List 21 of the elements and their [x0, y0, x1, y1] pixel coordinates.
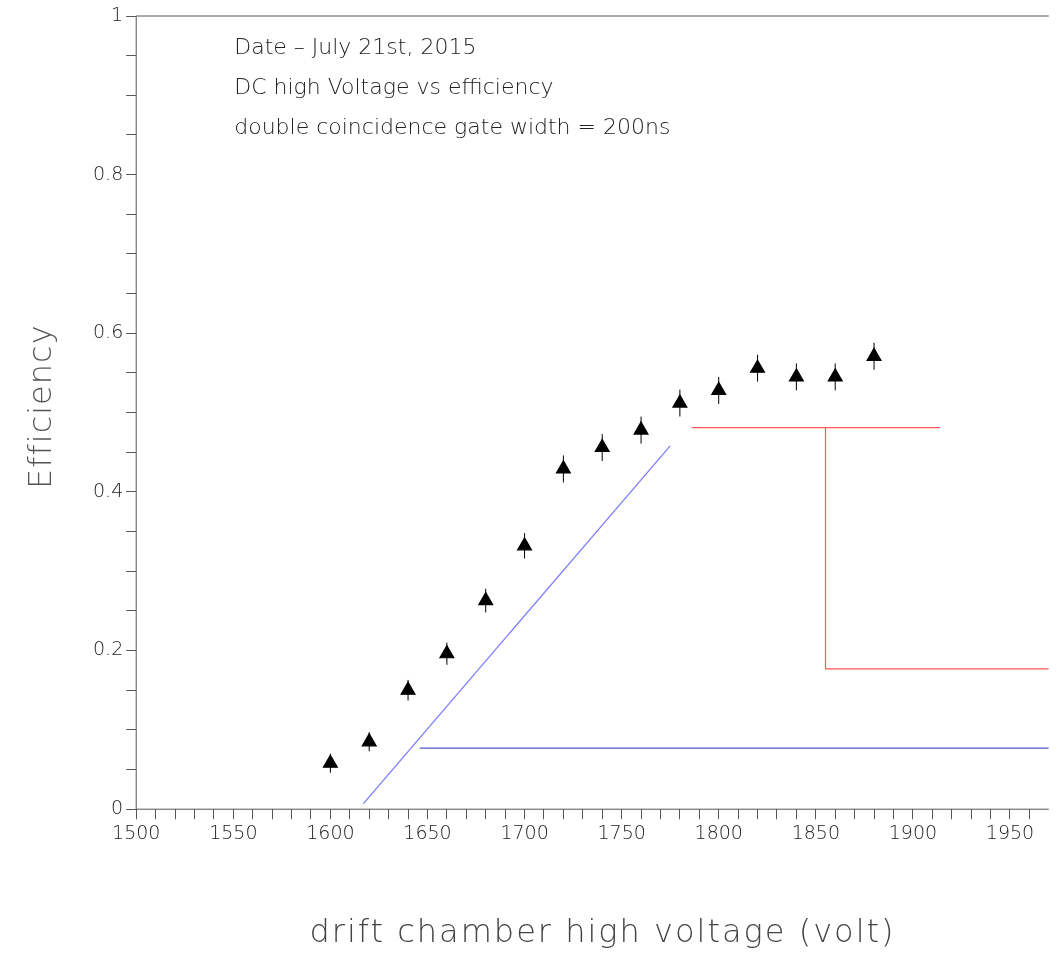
x-tick-label: 1750	[597, 820, 646, 843]
x-tick-label: 1850	[791, 820, 840, 843]
y-tick-label: 0.6	[93, 320, 124, 343]
x-tick-label: 1500	[112, 820, 161, 843]
x-axis-title: drift chamber high voltage (volt)	[308, 912, 897, 950]
annotation: DC high Voltage vs efficiency	[234, 73, 554, 99]
y-axis-title: Efficiency	[21, 324, 59, 489]
y-tick-label: 1	[111, 2, 124, 25]
annotation: double coincidence gate width = 200ns	[234, 113, 671, 139]
x-tick-label: 1900	[888, 820, 938, 843]
x-tick-label: 1600	[306, 820, 355, 843]
x-tick-label: 1550	[209, 820, 258, 843]
x-tick-label: 1650	[403, 820, 452, 843]
y-tick-label: 0.4	[93, 478, 124, 501]
x-tick-label: 1700	[500, 820, 549, 843]
y-tick-label: 0.2	[93, 637, 124, 660]
annotation: Date – July 21st, 2015	[234, 33, 477, 59]
y-tick-label: 0.8	[93, 161, 124, 184]
y-tick-label: 0	[111, 796, 124, 819]
x-tick-label: 1950	[985, 820, 1035, 843]
x-tick-label: 1800	[694, 820, 743, 843]
